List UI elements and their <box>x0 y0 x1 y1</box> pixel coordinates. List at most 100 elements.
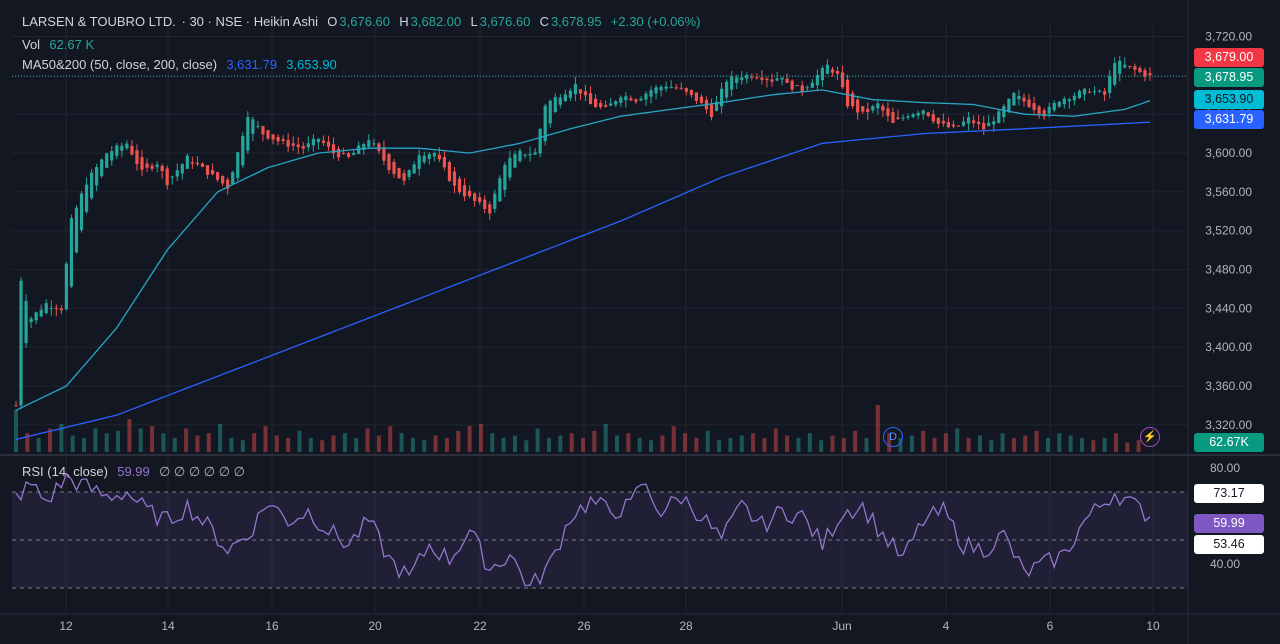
candle-body <box>674 87 678 89</box>
candle-body <box>180 164 184 174</box>
volume-bar <box>104 433 109 452</box>
candle-body <box>941 120 945 124</box>
volume-bar <box>1091 440 1096 452</box>
y-tick-label: 3,560.00 <box>1205 185 1252 199</box>
candle-body <box>709 104 714 118</box>
x-tick-label: 22 <box>473 619 487 633</box>
flash-marker-icon[interactable]: ⚡ <box>1140 427 1160 447</box>
volume-bar <box>977 435 982 452</box>
volume-bar <box>524 440 529 452</box>
candle-body <box>689 89 693 95</box>
candle-body <box>74 207 79 253</box>
ma50-tag: 3,653.90 <box>1194 90 1264 109</box>
candle-body <box>956 125 961 127</box>
candle-body <box>987 122 991 127</box>
ma-legend[interactable]: MA50&200 (50, close, 200, close) 3,631.7… <box>22 57 339 72</box>
candle-body <box>992 121 996 125</box>
candle-body <box>59 308 63 311</box>
candle-body <box>478 197 482 203</box>
volume-legend[interactable]: Vol 62.67 K <box>22 37 96 52</box>
candle-body <box>871 106 875 111</box>
candle-body <box>170 176 174 178</box>
volume-bar <box>14 409 18 452</box>
candle-body <box>387 154 391 171</box>
volume-bar <box>830 435 835 452</box>
candle-body <box>286 140 290 147</box>
candle-body <box>1138 67 1142 73</box>
open-value: 3,676.60 <box>339 14 391 29</box>
candle-body <box>185 155 189 169</box>
ma200-line <box>15 121 1151 441</box>
candle-body <box>24 301 28 344</box>
candle-body <box>447 162 452 181</box>
volume-bar <box>388 426 393 452</box>
candle-body <box>437 154 441 160</box>
x-tick-label: 4 <box>943 619 950 633</box>
candle-body <box>442 157 446 168</box>
candle-body <box>54 307 58 309</box>
candle-body <box>856 99 860 113</box>
candle-body <box>1123 64 1127 68</box>
candle-body <box>306 143 310 148</box>
interval-exchange: · 30 · NSE · Heikin Ashi <box>181 14 319 29</box>
candle-body <box>95 166 99 186</box>
candle-body <box>175 170 179 177</box>
candle-body <box>266 130 270 139</box>
volume-bar <box>875 405 880 452</box>
x-tick-label: 6 <box>1047 619 1054 633</box>
candle-body <box>347 153 351 157</box>
candle-body <box>972 120 976 124</box>
candle-body <box>407 170 411 177</box>
candle-body <box>221 175 225 184</box>
candle-body <box>1022 97 1026 102</box>
rsi-legend[interactable]: RSI (14, close) 59.99 ∅ ∅ ∅ ∅ ∅ ∅ <box>22 464 247 480</box>
candle-body <box>1052 102 1056 111</box>
volume-bar <box>444 437 449 452</box>
candle-body <box>105 153 109 168</box>
candle-body <box>503 164 507 190</box>
volume-bar <box>252 433 257 452</box>
change-value: +2.30 (+0.06%) <box>610 14 701 29</box>
candle-body <box>231 172 235 185</box>
candle-body <box>1032 103 1036 110</box>
high-label: H <box>399 14 409 29</box>
candle-body <box>422 155 426 163</box>
candle-body <box>64 263 68 310</box>
candle-body <box>573 84 578 95</box>
candle-body <box>1057 101 1061 107</box>
candle-body <box>195 162 200 165</box>
dividend-marker-icon[interactable]: D <box>883 427 903 447</box>
candle-body <box>402 173 406 181</box>
candle-body <box>39 309 43 317</box>
candle-body <box>785 78 789 83</box>
candle-body <box>553 97 557 113</box>
volume-bar <box>728 437 733 452</box>
ma200-tag: 3,631.79 <box>1194 110 1264 129</box>
volume-bar <box>1023 435 1028 452</box>
volume-bar <box>546 437 551 452</box>
volume-bar <box>966 437 971 452</box>
candle-body <box>1067 99 1071 102</box>
volume-bar <box>59 423 64 452</box>
candle-body <box>614 101 618 105</box>
volume-bar <box>218 423 223 452</box>
symbol-name[interactable]: LARSEN & TOUBRO LTD. <box>22 14 176 29</box>
candle-body <box>1082 88 1087 95</box>
x-tick-label: Jun <box>832 619 851 633</box>
volume-bar <box>1102 437 1107 452</box>
volume-bar <box>1125 442 1130 452</box>
candle-body <box>130 145 134 155</box>
candle-body <box>417 155 421 169</box>
candle-body <box>135 150 139 165</box>
rsi-label: RSI (14, close) <box>22 464 108 479</box>
close-label: C <box>539 14 549 29</box>
volume-bar <box>433 435 438 452</box>
candle-body <box>528 153 532 156</box>
candle-body <box>120 145 124 151</box>
volume-bar <box>478 423 483 452</box>
candle-body <box>1108 76 1112 93</box>
volume-bar <box>206 433 211 452</box>
candle-body <box>725 81 729 98</box>
candle-body <box>775 78 779 81</box>
